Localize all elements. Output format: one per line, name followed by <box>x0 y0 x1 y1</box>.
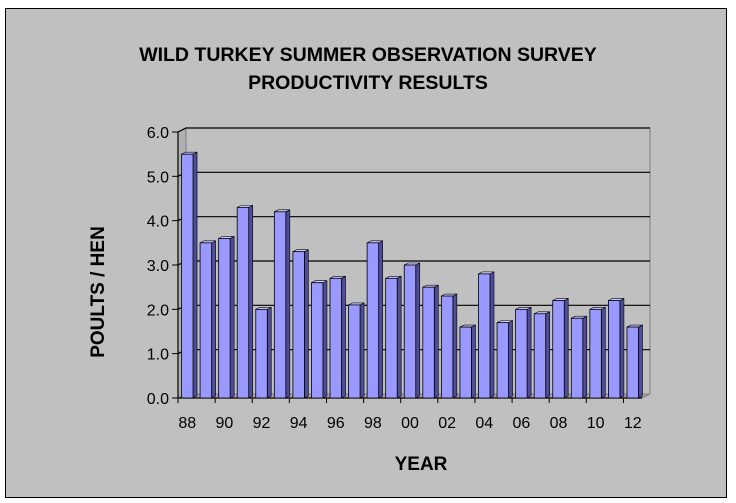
bar-91 <box>236 206 250 399</box>
bar-06 <box>515 308 528 399</box>
bar-side-90 <box>229 235 235 399</box>
bar-side-91 <box>248 204 254 399</box>
bar-side-07 <box>545 311 550 399</box>
bar-side-03 <box>471 324 476 399</box>
x-tick-label: 00 <box>401 415 419 432</box>
bar-side-96 <box>341 275 346 399</box>
bar-04 <box>478 273 491 399</box>
bar-11 <box>608 300 621 399</box>
bar-side-04 <box>489 271 495 399</box>
bar-side-11 <box>619 297 625 399</box>
bar-side-08 <box>563 297 569 399</box>
gridline <box>177 127 650 133</box>
bar-side-05 <box>508 320 513 399</box>
x-tick-label: 02 <box>438 415 456 432</box>
x-tick-label: 92 <box>253 415 271 432</box>
bar-05 <box>496 322 509 399</box>
y-tick-label: 4.0 <box>147 214 169 231</box>
bar-side-01 <box>434 284 439 399</box>
bar-side-92 <box>266 306 272 399</box>
bar-side-10 <box>601 306 606 399</box>
bar-12 <box>626 326 639 399</box>
bar-side-06 <box>526 306 532 399</box>
bar-10 <box>589 308 602 399</box>
bar-09 <box>570 317 584 399</box>
x-tick-label: 88 <box>178 415 196 432</box>
y-tick-label: 6.0 <box>147 125 169 142</box>
x-tick-label: 96 <box>327 415 345 432</box>
bar-side-12 <box>638 324 643 399</box>
bar-side-89 <box>211 240 216 399</box>
bar-90 <box>218 237 231 399</box>
y-tick-label: 1.0 <box>147 347 169 364</box>
bar-88 <box>181 153 194 399</box>
bar-93 <box>273 211 287 399</box>
x-axis-title: YEAR <box>395 454 448 475</box>
bar-side-93 <box>285 209 291 399</box>
bar-98 <box>366 242 380 399</box>
x-tick-label: 06 <box>512 415 530 432</box>
bar-03 <box>459 326 472 399</box>
x-tick-label: 90 <box>216 415 234 432</box>
bar-side-99 <box>396 275 402 399</box>
bar-02 <box>440 295 454 399</box>
bar-side-02 <box>452 293 458 399</box>
bar-95 <box>311 282 324 399</box>
y-tick-label: 5.0 <box>147 169 169 186</box>
bar-94 <box>292 251 305 399</box>
bar-99 <box>385 277 398 399</box>
y-axis-title: POULTS / HEN <box>88 226 109 358</box>
y-tick-label: 2.0 <box>147 302 169 319</box>
x-tick-label: 10 <box>587 415 605 432</box>
x-tick-label: 08 <box>550 415 568 432</box>
bar-96 <box>329 277 342 399</box>
y-tick-label: 3.0 <box>147 258 169 275</box>
bar-side-98 <box>378 240 383 399</box>
bar-07 <box>533 313 547 399</box>
y-tick-label: 0.0 <box>147 391 169 408</box>
bar-side-97 <box>359 302 365 399</box>
bar-side-94 <box>304 249 309 399</box>
bar-side-00 <box>415 262 421 399</box>
bar-97 <box>348 304 361 399</box>
bar-side-95 <box>322 280 328 399</box>
bar-00 <box>403 264 417 399</box>
x-tick-label: 98 <box>364 415 382 432</box>
x-tick-label: 04 <box>475 415 493 432</box>
bar-side-09 <box>582 315 588 399</box>
x-tick-label: 12 <box>624 415 642 432</box>
bar-08 <box>552 300 565 399</box>
bar-92 <box>255 308 268 399</box>
bar-01 <box>422 286 435 399</box>
chart-title: WILD TURKEY SUMMER OBSERVATION SURVEY <box>139 44 597 66</box>
bar-side-88 <box>192 151 198 399</box>
bar-89 <box>199 242 212 399</box>
chart-subtitle: PRODUCTIVITY RESULTS <box>248 72 488 94</box>
x-tick-label: 94 <box>290 415 308 432</box>
